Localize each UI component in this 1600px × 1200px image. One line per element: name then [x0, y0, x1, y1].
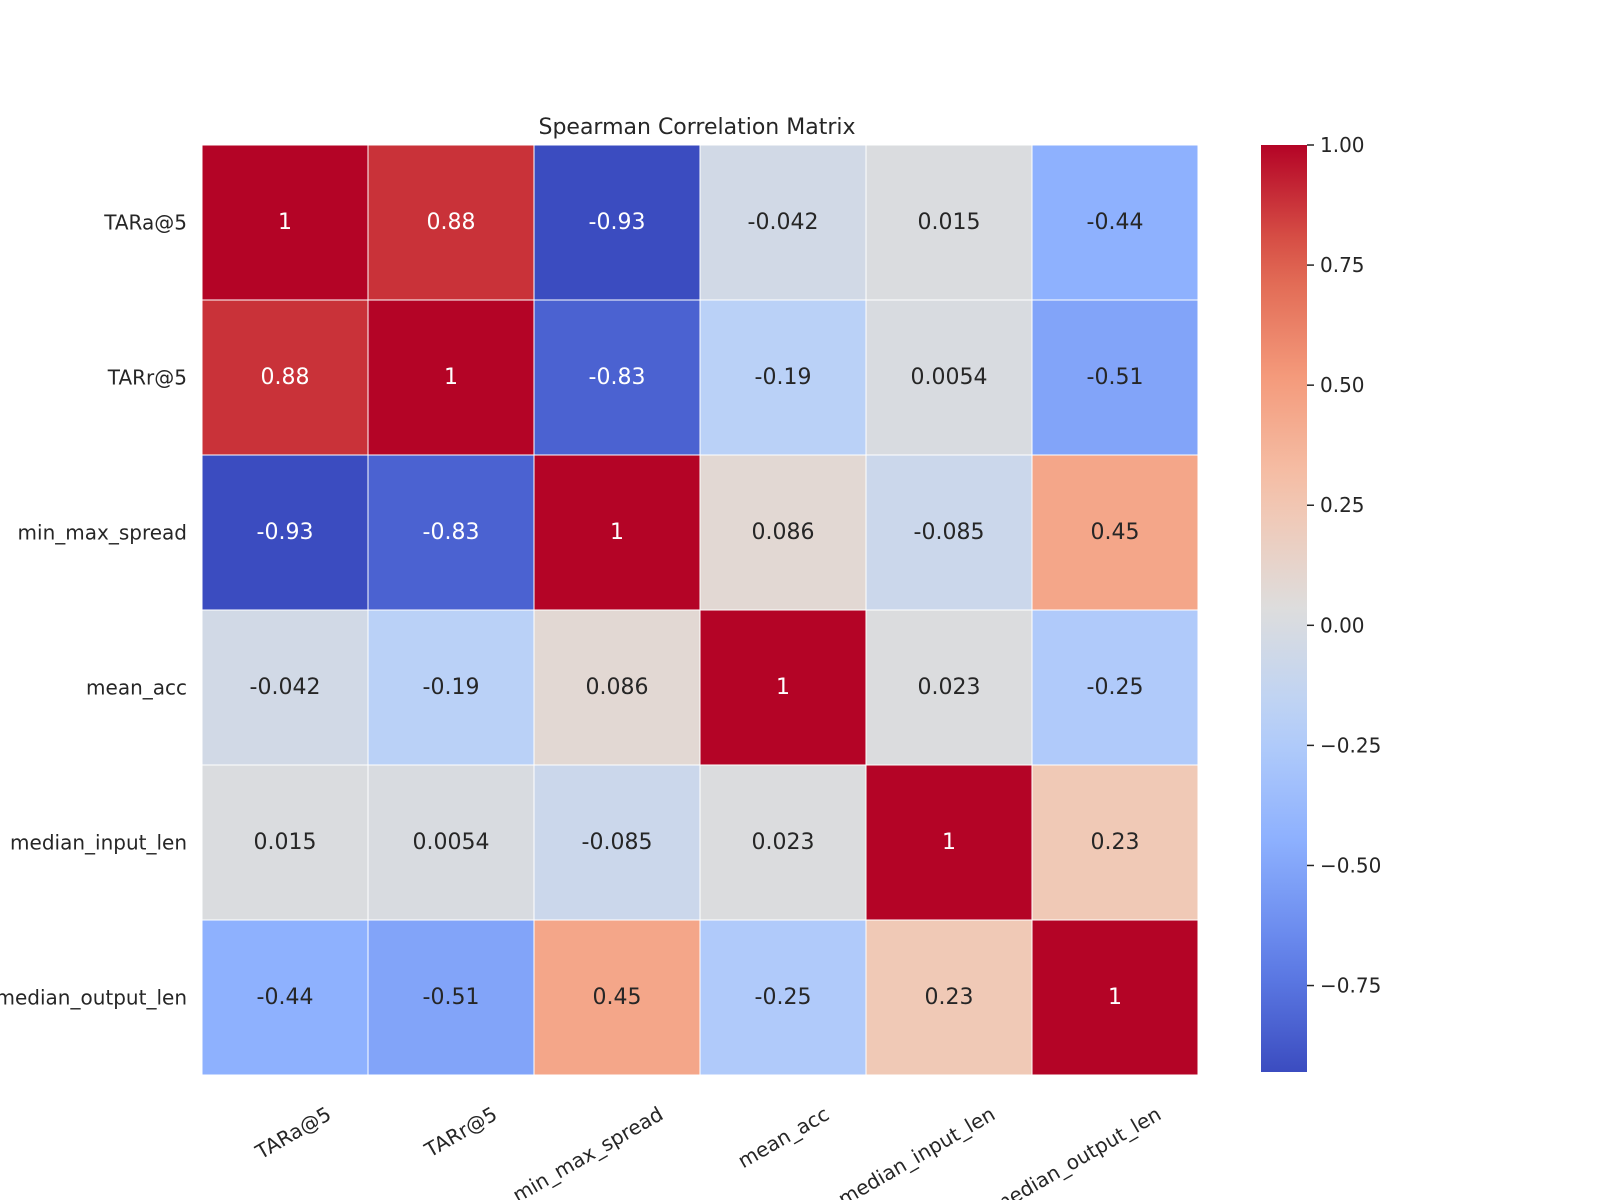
cell-value-label-r0-c0: 1	[278, 210, 292, 235]
heatmap-cell-r0-c5	[1031, 144, 1199, 301]
heatmap-cell-r1-c1	[367, 299, 535, 456]
cell-value-label-r3-c3: 1	[776, 675, 790, 700]
heatmap-cell-r3-c5	[1031, 609, 1199, 766]
row-label-4: median_input_len	[10, 831, 187, 855]
colorbar-tick-label-7: −0.75	[1320, 974, 1381, 998]
cell-value-label-r0-c1: 0.88	[427, 210, 476, 235]
heatmap-cell-r0-c4	[865, 144, 1033, 301]
heatmap-cell-r2-c3	[699, 454, 867, 611]
cell-value-label-r5-c5: 1	[1108, 985, 1122, 1010]
heatmap-cell-r2-c4	[865, 454, 1033, 611]
cell-value-label-r1-c3: -0.19	[755, 365, 812, 390]
chart-title: Spearman Correlation Matrix	[538, 115, 855, 140]
cell-value-label-r2-c0: -0.93	[257, 520, 314, 545]
column-label-2: min_max_spread	[508, 1102, 667, 1200]
heatmap-cell-r0-c1	[367, 144, 535, 301]
heatmap-cell-r2-c5	[1031, 454, 1199, 611]
cell-value-label-r4-c3: 0.023	[752, 830, 815, 855]
heatmap-cell-r4-c0	[201, 764, 369, 921]
cell-value-label-r4-c2: -0.085	[582, 830, 653, 855]
cell-value-label-r4-c1: 0.0054	[413, 830, 490, 855]
cell-value-label-r3-c2: 0.086	[586, 675, 649, 700]
cell-value-label-r5-c1: -0.51	[423, 985, 480, 1010]
colorbar: 1.00 0.75 0.50 0.25 0.00 −0.25 −0.50 −0.75	[1261, 133, 1381, 1072]
heatmap-cell-r0-c0	[201, 144, 369, 301]
cell-value-label-r3-c4: 0.023	[918, 675, 981, 700]
cell-value-label-r4-c5: 0.23	[1091, 830, 1140, 855]
colorbar-tick-label-3: 0.25	[1320, 493, 1365, 517]
cell-value-label-r0-c2: -0.93	[589, 210, 646, 235]
colorbar-tick-label-6: −0.50	[1320, 853, 1381, 877]
heatmap-cell-r4-c3	[699, 764, 867, 921]
row-label-2: min_max_spread	[18, 521, 187, 545]
cell-value-label-r2-c3: 0.086	[752, 520, 815, 545]
cell-value-label-r2-c2: 1	[610, 520, 624, 545]
cell-value-label-r5-c0: -0.44	[257, 985, 314, 1010]
heatmap-cell-r3-c0	[201, 609, 369, 766]
heatmap-cell-r5-c3	[699, 919, 867, 1076]
cell-value-label-r1-c0: 0.88	[261, 365, 310, 390]
heatmap-cells: 1 0.88 -0.93 -0.042 0.015 -0.44 0.88 1 -0.83 -0.1…	[201, 144, 1199, 1076]
heatmap-cell-r4-c5	[1031, 764, 1199, 921]
colorbar-tick-label-4: 0.00	[1320, 613, 1365, 637]
cell-value-label-r1-c2: -0.83	[589, 365, 646, 390]
cell-value-label-r4-c0: 0.015	[254, 830, 317, 855]
colorbar-tick-label-2: 0.50	[1320, 373, 1365, 397]
heatmap-cell-r5-c5	[1031, 919, 1199, 1076]
heatmap-cell-r4-c1	[367, 764, 535, 921]
column-labels: TARa@5 TARr@5 min_max_spread mean_acc median…	[251, 1102, 1166, 1200]
heatmap-cell-r5-c4	[865, 919, 1033, 1076]
colorbar-gradient	[1261, 145, 1307, 1072]
cell-value-label-r5-c3: -0.25	[755, 985, 812, 1010]
cell-value-label-r2-c4: -0.085	[914, 520, 985, 545]
row-label-3: mean_acc	[86, 676, 187, 700]
column-label-5: median_output_len	[987, 1102, 1165, 1200]
row-labels: TARa@5 TARr@5 min_max_spread mean_accmedian…	[0, 211, 187, 1010]
heatmap-cell-r1-c3	[699, 299, 867, 456]
colorbar-tick-label-0: 1.00	[1320, 133, 1365, 157]
row-label-5: median_output_len	[0, 986, 187, 1010]
cell-value-label-r3-c5: -0.25	[1087, 675, 1144, 700]
row-label-0: TARa@5	[103, 211, 187, 235]
colorbar-tick-label-5: −0.25	[1320, 733, 1381, 757]
cell-value-label-r0-c3: -0.042	[748, 210, 819, 235]
cell-value-label-r5-c4: 0.23	[925, 985, 974, 1010]
cell-value-label-r2-c5: 0.45	[1091, 520, 1140, 545]
heatmap-cell-r1-c0	[201, 299, 369, 456]
heatmap-cell-r1-c5	[1031, 299, 1199, 456]
row-label-1: TARr@5	[107, 366, 187, 390]
heatmap-cell-r0-c3	[699, 144, 867, 301]
heatmap-cell-r2-c0	[201, 454, 369, 611]
cell-value-label-r4-c4: 1	[942, 830, 956, 855]
heatmap-cell-r2-c1	[367, 454, 535, 611]
column-label-0: TARa@5	[251, 1102, 336, 1165]
cell-value-label-r1-c4: 0.0054	[911, 365, 988, 390]
column-label-1: TARr@5	[420, 1102, 501, 1163]
column-label-3: mean_acc	[734, 1102, 833, 1173]
column-label-4: median_input_len	[834, 1102, 999, 1200]
cell-value-label-r2-c1: -0.83	[423, 520, 480, 545]
cell-value-label-r1-c1: 1	[444, 365, 458, 390]
cell-value-label-r1-c5: -0.51	[1087, 365, 1144, 390]
heatmap-cell-r5-c0	[201, 919, 369, 1076]
cell-value-label-r0-c4: 0.015	[918, 210, 981, 235]
colorbar-tick-label-1: 0.75	[1320, 253, 1365, 277]
heatmap-cell-r3-c2	[533, 609, 701, 766]
heatmap-cell-r0-c2	[533, 144, 701, 301]
heatmap-cell-r3-c4	[865, 609, 1033, 766]
heatmap-cell-r3-c1	[367, 609, 535, 766]
cell-value-label-r3-c0: -0.042	[250, 675, 321, 700]
cell-value-label-r0-c5: -0.44	[1087, 210, 1144, 235]
heatmap-cell-r4-c2	[533, 764, 701, 921]
cell-value-label-r5-c2: 0.45	[593, 985, 642, 1010]
cell-value-label-r3-c1: -0.19	[423, 675, 480, 700]
heatmap-cell-r3-c3	[699, 609, 867, 766]
heatmap-cell-r2-c2	[533, 454, 701, 611]
heatmap-cell-r4-c4	[865, 764, 1033, 921]
